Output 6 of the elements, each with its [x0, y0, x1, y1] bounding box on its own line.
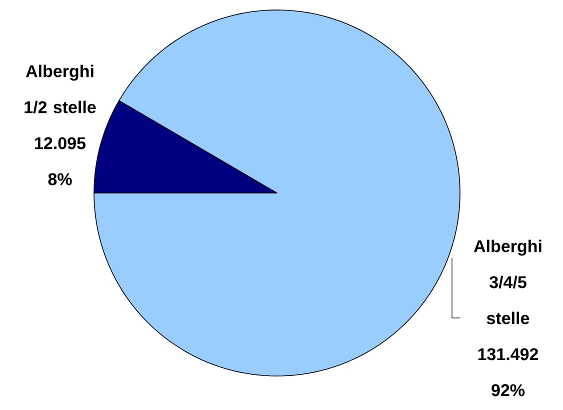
text: 8% — [48, 173, 72, 186]
slice-label: Alberghi 1/2 stelle — [24, 64, 96, 114]
data-label: 131.492 — [478, 348, 538, 360]
text: 92% — [492, 384, 525, 396]
data-label: 12.095 — [35, 137, 86, 150]
category-label: Alberghi 3/4/5 stelle — [474, 240, 542, 324]
